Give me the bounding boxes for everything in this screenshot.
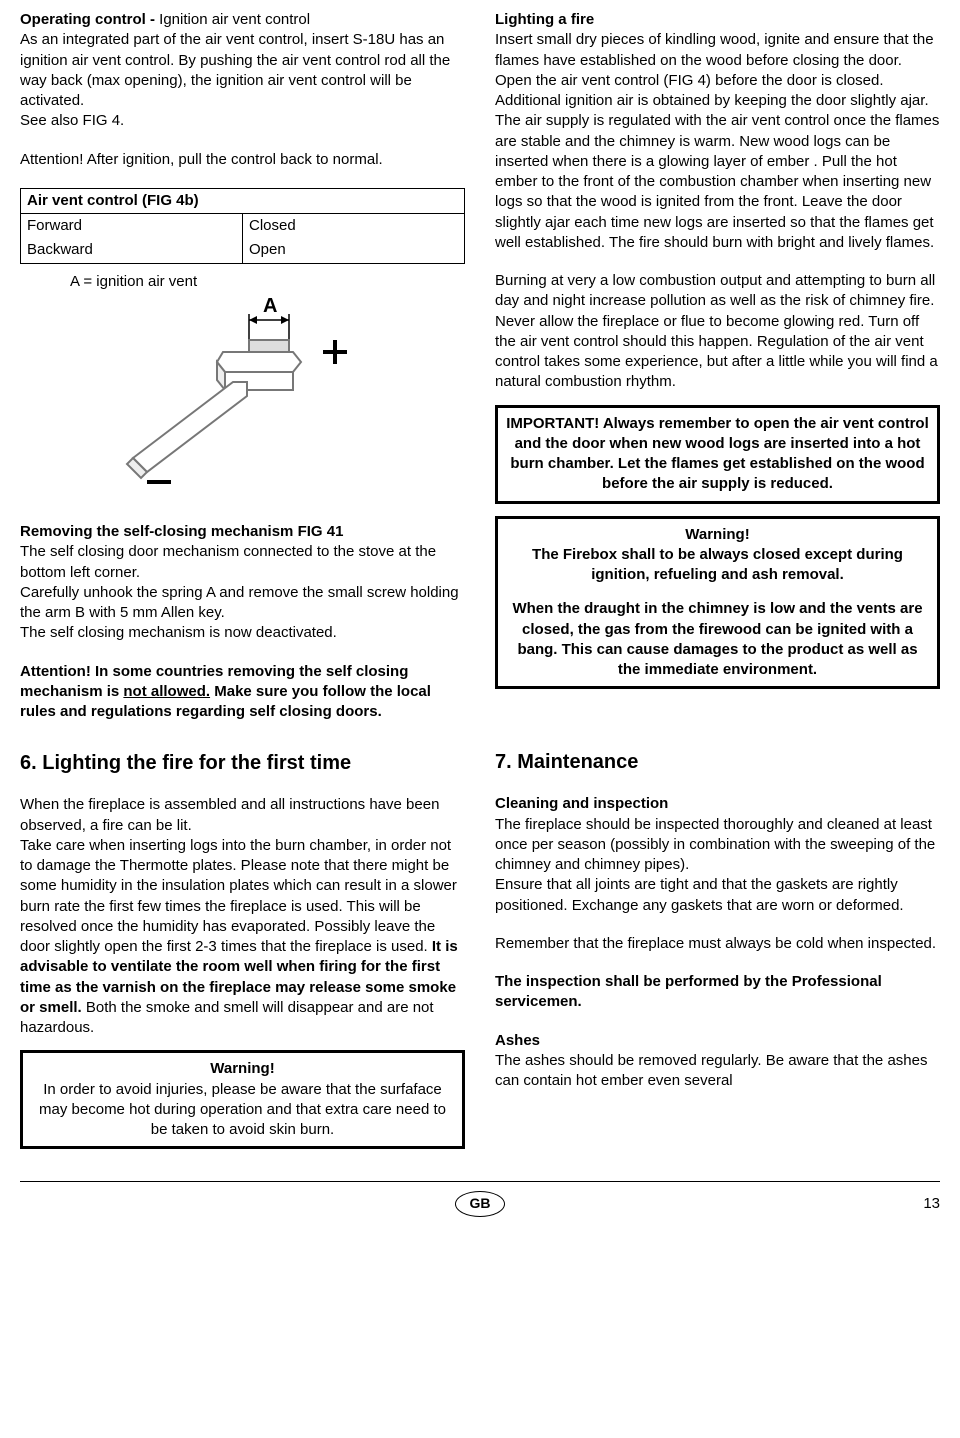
important-body: IMPORTANT! Always remember to open the a… (506, 414, 929, 495)
removing-p1: The self closing door mechanism connecte… (20, 542, 465, 583)
air-vent-diagram: A (20, 296, 465, 492)
ashes-p1: The ashes should be removed regularly. B… (495, 1051, 940, 1092)
page-number: 13 (923, 1194, 940, 1214)
warning1-title: Warning! (31, 1059, 454, 1079)
left-column: Operating control - Ignition air vent co… (20, 10, 465, 1161)
operating-control-p1: As an integrated part of the air vent co… (20, 30, 465, 111)
cleaning-heading: Cleaning and inspection (495, 794, 940, 814)
region-badge: GB (455, 1191, 505, 1217)
air-vent-table: Air vent control (FIG 4b) Forward Closed… (20, 188, 465, 264)
right-column: Lighting a fire Insert small dry pieces … (495, 10, 940, 1161)
warning2-p1: The Firebox shall to be always closed ex… (506, 545, 929, 586)
sec6-p1a: When the fireplace is assembled and all … (20, 795, 465, 836)
page-columns: Operating control - Ignition air vent co… (20, 10, 940, 1161)
removing-p3: The self closing mechanism is now deacti… (20, 623, 465, 643)
sec6-body: Take care when inserting logs into the b… (20, 836, 465, 1039)
warning2-title: Warning! (506, 525, 929, 545)
vent-r2c2: Open (243, 238, 465, 263)
page-footer: GB 13 (20, 1181, 940, 1215)
warning-box-1: Warning! In order to avoid injuries, ple… (20, 1050, 465, 1149)
operating-control-p3: Attention! After ignition, pull the cont… (20, 150, 465, 170)
operating-control-heading: Operating control - Ignition air vent co… (20, 10, 465, 30)
warning2-p2: When the draught in the chimney is low a… (506, 599, 929, 680)
svg-text:A: A (263, 296, 277, 317)
ashes-heading: Ashes (495, 1031, 940, 1051)
section-7-title: 7. Maintenance (495, 749, 940, 776)
operating-control-p2: See also FIG 4. (20, 111, 465, 131)
removing-p2: Carefully unhook the spring A and remove… (20, 583, 465, 624)
important-box: IMPORTANT! Always remember to open the a… (495, 405, 940, 504)
warning1-body: In order to avoid injuries, please be aw… (31, 1080, 454, 1141)
cleaning-p1: The fireplace should be inspected thorou… (495, 815, 940, 876)
cleaning-p4: The inspection shall be performed by the… (495, 972, 940, 1013)
lighting-p2: Burning at very a low combustion output … (495, 271, 940, 393)
cleaning-p3: Remember that the fireplace must always … (495, 934, 940, 954)
removing-heading: Removing the self-closing mechanism FIG … (20, 522, 465, 542)
removing-attention: Attention! In some countries removing th… (20, 662, 465, 723)
section-6-title: 6. Lighting the fire for the first time (20, 750, 465, 777)
cleaning-p2: Ensure that all joints are tight and tha… (495, 875, 940, 916)
lighting-p1: Insert small dry pieces of kindling wood… (495, 30, 940, 253)
vent-table-title: Air vent control (FIG 4b) (21, 188, 465, 213)
fig-caption: A = ignition air vent (20, 272, 465, 292)
lighting-heading: Lighting a fire (495, 10, 940, 30)
vent-r1c1: Forward (21, 214, 243, 239)
vent-r2c1: Backward (21, 238, 243, 263)
warning-box-2: Warning! The Firebox shall to be always … (495, 516, 940, 690)
vent-r1c2: Closed (243, 214, 465, 239)
